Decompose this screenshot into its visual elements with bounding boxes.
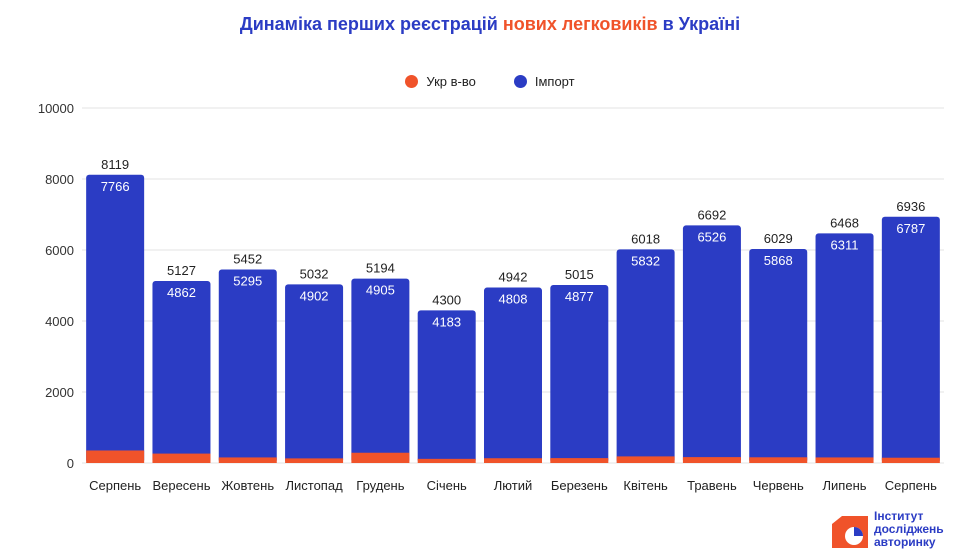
bar-import — [616, 249, 675, 463]
data-label-total: 5015 — [565, 267, 594, 282]
x-tick-label: Серпень — [89, 478, 141, 493]
x-tick-label: Квітень — [623, 478, 668, 493]
x-tick-label: Вересень — [152, 478, 210, 493]
pie-chart-icon — [832, 516, 868, 548]
bar-import — [484, 287, 542, 463]
bar-local — [152, 453, 211, 463]
y-tick-label: 8000 — [45, 172, 74, 187]
bar-import — [285, 284, 344, 463]
y-tick-label: 2000 — [45, 385, 74, 400]
data-label-total: 5194 — [366, 261, 395, 276]
bar-import — [550, 284, 609, 463]
bar-local — [616, 456, 675, 463]
data-label-import: 4905 — [366, 283, 395, 298]
bar-local — [484, 458, 542, 463]
data-label-total: 6936 — [896, 199, 925, 214]
bar-local — [881, 457, 940, 463]
x-tick-label: Жовтень — [221, 478, 274, 493]
legend-label-import: Імпорт — [534, 74, 575, 89]
x-tick-label: Березень — [551, 478, 608, 493]
bar-import — [152, 280, 211, 463]
chart-title-highlight: нових легковиків — [502, 14, 658, 34]
legend-label-local: Укр в-во — [426, 74, 476, 89]
bar-import — [351, 278, 410, 463]
brand-line-2: досліджень — [874, 522, 944, 536]
y-tick-label: 4000 — [45, 314, 74, 329]
data-label-total: 5127 — [167, 263, 196, 278]
x-tick-label: Травень — [687, 478, 737, 493]
data-label-import: 7766 — [101, 179, 130, 194]
data-label-total: 6692 — [697, 207, 726, 222]
y-tick-label: 0 — [67, 456, 74, 471]
data-label-total: 6018 — [631, 231, 660, 246]
bar-local — [351, 452, 410, 463]
x-tick-label: Червень — [753, 478, 804, 493]
data-label-import: 5868 — [764, 253, 793, 268]
legend-swatch-local — [405, 75, 419, 88]
legend-item-local: Укр в-во — [405, 74, 476, 89]
brand-line-1: Інститут — [874, 509, 924, 523]
x-tick-label: Грудень — [356, 478, 404, 493]
bar-local — [550, 458, 609, 463]
data-label-total: 4300 — [432, 292, 461, 307]
legend-swatch-import — [513, 75, 527, 88]
x-tick-label: Липень — [823, 478, 867, 493]
data-label-import: 4183 — [432, 314, 461, 329]
brand-name: Інститут досліджень авторинку — [874, 510, 944, 549]
chart-title-part3: в Україні — [657, 14, 741, 34]
bar-local — [218, 457, 277, 463]
data-label-total: 5452 — [233, 251, 262, 266]
data-label-import: 6526 — [697, 229, 726, 244]
chart-legend: Укр в-во Імпорт — [0, 74, 980, 89]
data-label-import: 6787 — [896, 221, 925, 236]
y-tick-label: 10000 — [38, 101, 74, 116]
y-tick-label: 6000 — [45, 243, 74, 258]
bar-import — [682, 225, 741, 463]
bar-import — [417, 310, 476, 463]
data-label-total: 8119 — [101, 157, 129, 172]
bar-import — [86, 174, 145, 463]
x-tick-label: Січень — [427, 478, 467, 493]
data-label-import: 6311 — [831, 237, 859, 252]
bar-import — [881, 216, 940, 463]
bar-local — [815, 457, 874, 463]
data-label-total: 5032 — [300, 266, 329, 281]
bar-import — [749, 248, 808, 463]
data-label-import: 4877 — [565, 289, 594, 304]
x-tick-label: Серпень — [885, 478, 937, 493]
data-label-import: 5295 — [233, 273, 262, 288]
bar-import — [815, 233, 874, 463]
legend-item-import: Імпорт — [513, 74, 575, 89]
bar-import — [218, 269, 277, 463]
brand-line-3: авторинку — [874, 535, 936, 549]
chart-title: Динаміка перших реєстрацій нових легкови… — [0, 14, 980, 35]
data-label-total: 6468 — [830, 215, 859, 230]
bar-local — [417, 458, 476, 463]
brand-logo: Інститут досліджень авторинку — [830, 506, 966, 554]
chart-title-part1: Динаміка перших реєстрацій — [239, 14, 503, 34]
data-label-total: 4942 — [499, 270, 528, 285]
data-label-import: 5832 — [631, 253, 660, 268]
data-label-import: 4902 — [300, 288, 329, 303]
data-label-total: 6029 — [764, 231, 793, 246]
x-tick-label: Лютий — [494, 478, 532, 493]
bar-local — [285, 458, 344, 463]
bar-local — [682, 457, 741, 463]
bar-local — [749, 457, 808, 463]
data-label-import: 4808 — [499, 292, 528, 307]
x-tick-label: Листопад — [285, 478, 343, 493]
data-label-import: 4862 — [167, 285, 196, 300]
bar-local — [86, 450, 145, 463]
